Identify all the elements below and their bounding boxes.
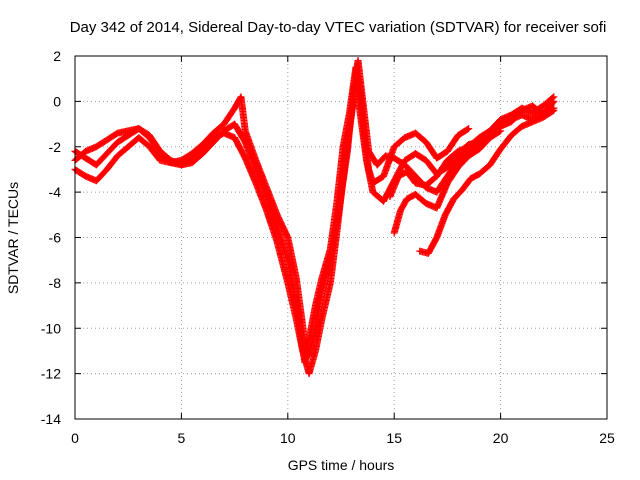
data-point <box>549 107 557 115</box>
data-point <box>550 93 558 101</box>
series-sat-d <box>390 97 558 237</box>
x-tick-label: 15 <box>386 430 402 446</box>
x-tick-label: 0 <box>71 430 79 446</box>
y-tick-label: -6 <box>49 230 62 246</box>
x-tick-label: 20 <box>493 430 509 446</box>
y-tick-label: -8 <box>49 275 62 291</box>
y-tick-label: 2 <box>53 48 61 64</box>
data-point <box>550 106 558 114</box>
y-tick-label: -2 <box>49 139 62 155</box>
chart-title: Day 342 of 2014, Sidereal Day-to-day VTE… <box>70 19 607 36</box>
series-sat-e <box>416 106 558 257</box>
data-point <box>465 125 473 133</box>
series-sat-f <box>386 93 558 201</box>
data-point <box>463 125 471 133</box>
y-tick-label: 0 <box>53 93 61 109</box>
axis-ticks: 0 5 10 15 20 25 -14 -12 -10 -8 -6 -4 -2 0 2 <box>41 48 615 446</box>
y-tick-label: -10 <box>41 320 61 336</box>
y-axis-label: SDTVAR / TECUs <box>5 182 21 294</box>
data-points <box>71 57 558 378</box>
x-axis-label: GPS time / hours <box>288 457 395 473</box>
series-sat-a <box>71 63 473 366</box>
y-tick-label: -12 <box>41 366 61 382</box>
y-tick-label: -4 <box>49 184 62 200</box>
x-tick-label: 25 <box>599 430 615 446</box>
x-tick-label: 10 <box>280 430 296 446</box>
y-tick-label: -14 <box>41 411 61 427</box>
data-point <box>549 94 557 102</box>
x-tick-label: 5 <box>178 430 186 446</box>
